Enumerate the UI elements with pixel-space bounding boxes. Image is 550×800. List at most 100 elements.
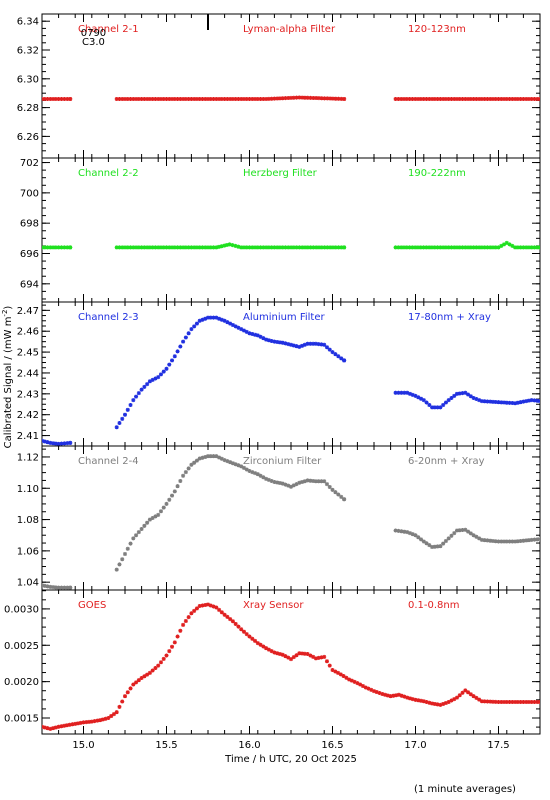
data-point [239,327,244,332]
data-point [485,399,490,404]
data-point [192,245,197,250]
data-point [452,245,457,250]
data-point [410,96,415,101]
data-point [526,538,531,543]
data-point [51,441,56,446]
data-point [189,245,194,250]
data-point [131,96,136,101]
data-point [214,454,219,459]
data-point [147,379,152,384]
data-point [421,699,426,704]
data-point [136,530,141,535]
data-point [424,541,429,546]
chart-panels: 6.26 6.28 6.30 6.32 6.34 Channel 2-1 Lyman-alp… [4,13,541,735]
data-point [526,398,531,403]
data-point [120,96,125,101]
data-point [280,245,285,250]
band-label: 120-123nm [408,24,466,35]
data-point [488,699,493,704]
data-point [73,721,78,726]
data-point [308,341,313,346]
data-point [51,96,56,101]
data-point [206,245,210,250]
data-point [239,464,244,469]
data-point [145,672,150,677]
data-point [230,96,235,101]
data-point [399,693,404,698]
data-point [189,96,194,101]
data-point [156,245,161,250]
data-point [393,96,398,101]
data-point [529,537,534,542]
data-point [45,96,50,101]
data-point [186,245,191,250]
data-point [123,552,127,556]
data-point [330,96,335,101]
data-point [291,655,296,660]
data-point [518,400,523,405]
data-point [419,698,424,703]
data-point [120,416,125,421]
data-point [535,537,540,542]
y-tick-label: 1.12 [17,452,39,463]
data-point [181,622,186,627]
data-point [192,324,197,329]
data-point [402,529,407,534]
data-point [319,96,324,101]
data-point [490,699,495,704]
data-point [471,533,476,538]
data-point [258,334,263,339]
data-point [228,460,233,465]
data-point [471,245,476,250]
data-point [117,96,122,101]
data-point [219,317,224,322]
data-point [474,245,479,250]
data-point [493,699,498,704]
data-point [457,528,462,533]
data-point [225,320,230,325]
data-point [186,615,191,620]
data-point [261,245,266,250]
data-point [513,96,518,101]
data-point [164,96,169,101]
data-point [280,340,285,345]
data-point [496,539,501,544]
data-point [233,621,238,626]
data-point [421,245,426,250]
data-point [277,340,282,345]
data-point [117,704,122,709]
data-point [65,96,70,101]
data-point [504,539,509,544]
data-point [324,482,329,487]
data-point [65,441,70,446]
data-point [197,604,202,608]
data-point [446,700,451,704]
data-point [524,96,529,101]
data-point [158,372,163,377]
data-point [175,245,180,250]
data-point [280,481,285,486]
data-point [266,338,271,343]
data-point [269,96,274,101]
data-point [219,456,224,461]
data-point [308,245,313,250]
data-point [194,245,199,250]
data-point [186,466,191,471]
data-point [457,391,462,396]
data-point [145,520,150,525]
data-point [313,341,318,346]
data-point [336,670,341,675]
data-point [477,245,482,250]
data-point [117,562,122,567]
data-point [499,700,504,704]
data-point [53,725,58,730]
data-point [407,96,412,101]
data-point [181,96,186,101]
data-point [280,652,285,657]
data-point [300,480,305,484]
data-point [283,245,288,250]
data-point [272,339,277,344]
data-point [48,584,53,589]
data-point [219,610,224,615]
